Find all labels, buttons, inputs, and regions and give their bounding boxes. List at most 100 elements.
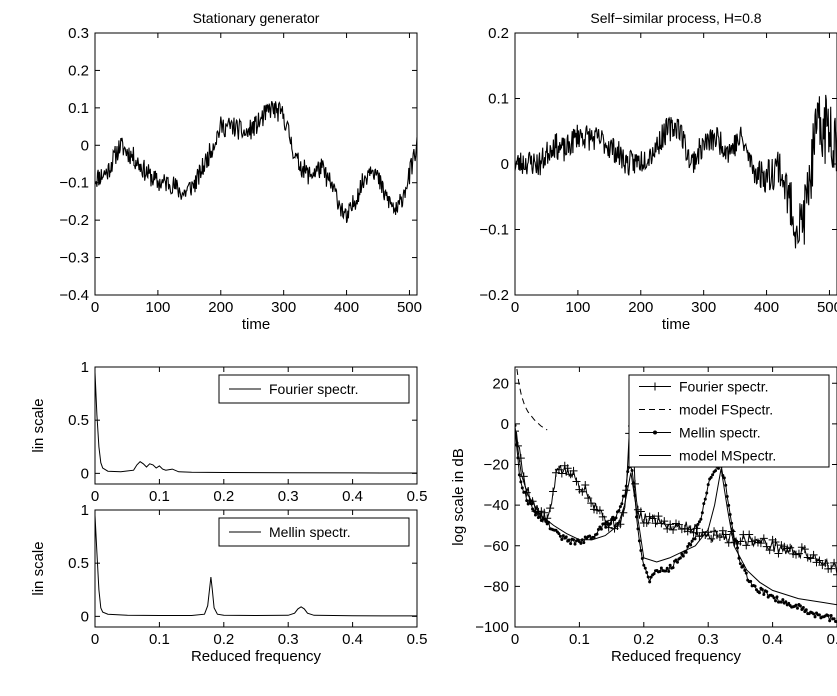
- y-axis-label: lin scale: [30, 541, 47, 595]
- legend-label: Mellin spectr.: [269, 524, 351, 540]
- dot-marker: [722, 476, 726, 480]
- x-tick-label: 200: [628, 299, 653, 316]
- dot-marker: [686, 545, 690, 549]
- dot-marker: [642, 563, 646, 567]
- chart-title: Stationary generator: [193, 10, 320, 26]
- plus-marker: [707, 534, 716, 543]
- dot-marker: [725, 494, 729, 498]
- legend: Fourier spectr. model FSpectr. Mellin spec…: [628, 374, 830, 468]
- dot-marker: [675, 560, 679, 564]
- x-tick-label: 0: [91, 488, 99, 505]
- plus-marker: [587, 499, 596, 508]
- dot-marker: [817, 613, 821, 617]
- series-fourier-spectr-: [95, 372, 417, 474]
- dot-marker: [826, 614, 830, 618]
- dot-marker: [795, 606, 799, 610]
- dot-marker: [727, 503, 731, 507]
- dot-marker: [617, 509, 621, 513]
- dot-marker: [645, 571, 649, 575]
- dot-marker: [623, 494, 627, 498]
- dot-marker: [525, 499, 529, 503]
- dot-marker: [730, 521, 734, 525]
- y-axis-label: log scale in dB: [450, 448, 467, 546]
- plus-marker: [827, 564, 836, 573]
- x-tick-label: 0.1: [569, 631, 590, 648]
- plus-marker: [663, 524, 672, 533]
- dot-marker: [749, 579, 753, 583]
- plus-marker: [759, 534, 768, 543]
- dot-marker: [596, 527, 600, 531]
- y-tick-label: −0.2: [479, 287, 509, 304]
- y-tick-label: −0.4: [59, 287, 89, 304]
- dot-marker: [564, 535, 568, 539]
- dot-marker: [697, 520, 701, 524]
- dot-marker: [520, 486, 524, 490]
- y-tick-label: 0.2: [68, 62, 89, 79]
- dot-marker: [611, 515, 615, 519]
- x-axis-label: Reduced frequency: [611, 648, 742, 665]
- plus-marker: [745, 530, 754, 539]
- dot-marker: [665, 566, 669, 570]
- x-tick-label: 0: [511, 299, 519, 316]
- x-tick-label: 0.1: [149, 631, 170, 648]
- dot-marker: [579, 541, 583, 545]
- x-tick-label: 0.2: [633, 631, 654, 648]
- dot-marker: [557, 532, 561, 536]
- series-model-mspectr-: [515, 427, 837, 606]
- dot-marker: [648, 580, 652, 584]
- axes-frame: [94, 509, 418, 628]
- plus-marker: [774, 549, 783, 558]
- dot-marker: [630, 468, 634, 472]
- dot-marker: [812, 612, 816, 616]
- series-signal: [515, 94, 837, 249]
- dot-marker: [598, 525, 602, 529]
- dot-marker: [614, 516, 618, 520]
- chart-p4: 0 0.1 0.2 0.3 0.4 0.5 0 0.5 1 Reduced frequency li…: [30, 502, 427, 665]
- plus-marker: [765, 546, 774, 555]
- dot-marker: [671, 566, 675, 570]
- x-tick-label: 200: [208, 299, 233, 316]
- y-tick-label: 0.5: [68, 555, 89, 572]
- x-tick-label: 0.5: [827, 631, 837, 648]
- plot-area: [95, 515, 417, 617]
- dot-marker: [592, 535, 596, 539]
- series-model-fspectr-: [516, 368, 548, 431]
- plot-area: [95, 101, 417, 223]
- chart-p2: 0 100 200 300 400 500 −0.2 −0.1 0 0.1 0.2 Self−simi…: [479, 10, 837, 333]
- x-tick-label: 0.1: [149, 488, 170, 505]
- legend-label: Fourier spectr.: [269, 381, 358, 397]
- y-tick-label: −40: [484, 497, 509, 514]
- dot-marker: [690, 539, 694, 543]
- x-tick-label: 300: [271, 299, 296, 316]
- dot-marker: [668, 563, 672, 567]
- dot-marker: [801, 605, 805, 609]
- dot-marker: [678, 556, 682, 560]
- dot-marker: [702, 502, 706, 506]
- plus-marker: [800, 545, 809, 554]
- plus-marker: [642, 518, 651, 527]
- plus-marker: [584, 494, 593, 503]
- series-line: [95, 101, 417, 223]
- dot-marker: [794, 603, 798, 607]
- y-tick-label: 0: [501, 416, 509, 433]
- dot-marker: [829, 614, 833, 618]
- x-tick-label: 0: [511, 631, 519, 648]
- x-tick-label: 0: [91, 631, 99, 648]
- dot-marker: [544, 519, 548, 523]
- series-line: [95, 515, 417, 617]
- dot-marker: [700, 511, 704, 515]
- x-tick-label: 100: [565, 299, 590, 316]
- x-tick-label: 0.4: [342, 488, 363, 505]
- dot-marker: [538, 515, 542, 519]
- y-tick-label: 0: [81, 465, 89, 482]
- x-tick-label: 0.4: [342, 631, 363, 648]
- x-tick-label: 0.3: [278, 631, 299, 648]
- plus-marker: [636, 507, 645, 516]
- dot-marker: [643, 566, 647, 570]
- axes-frame: [94, 366, 418, 485]
- plus-marker: [557, 469, 566, 478]
- dot-marker: [772, 596, 776, 600]
- series-line: [95, 372, 417, 474]
- plus-marker: [549, 487, 558, 496]
- dot-marker: [649, 575, 653, 579]
